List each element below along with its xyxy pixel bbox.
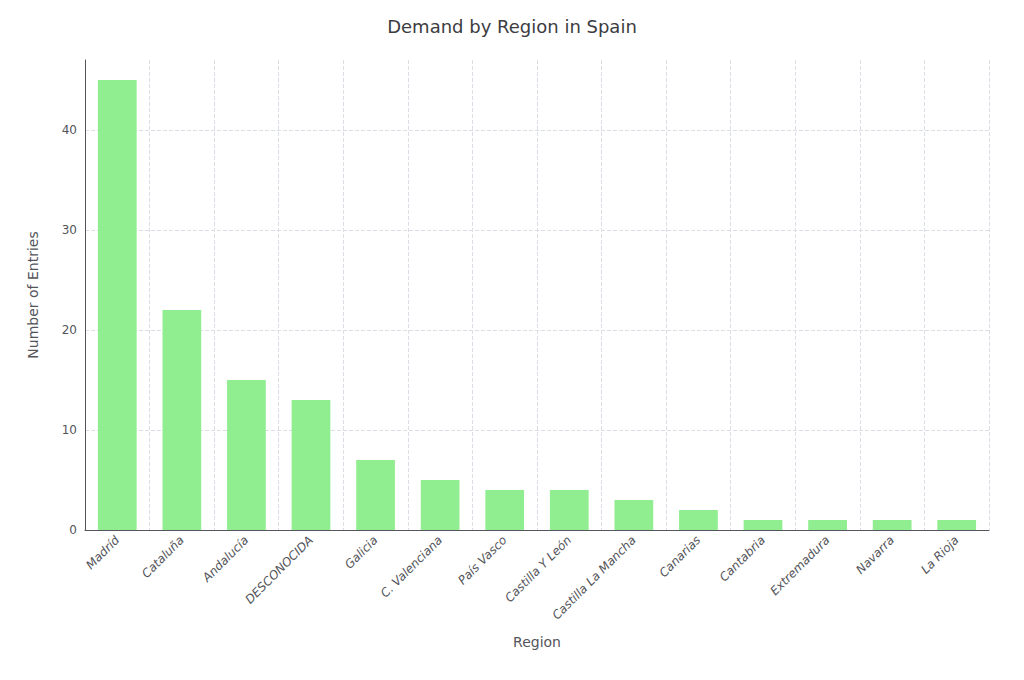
svg-text:Extremadura: Extremadura [767,533,832,598]
svg-text:País Vasco: País Vasco [455,533,509,587]
svg-text:Demand by Region in Spain: Demand by Region in Spain [387,16,637,37]
svg-text:Navarra: Navarra [853,533,897,577]
svg-text:Region: Region [513,634,561,650]
svg-text:0: 0 [69,523,77,537]
svg-text:La Rioja: La Rioja [918,533,961,576]
svg-text:C. Valenciana: C. Valenciana [378,533,445,600]
svg-text:Castilla Y León: Castilla Y León [502,533,574,605]
svg-text:Cantabria: Cantabria [717,533,768,584]
svg-text:20: 20 [62,323,77,337]
svg-text:Cataluña: Cataluña [139,533,187,581]
svg-text:Andalucía: Andalucía [199,533,251,585]
svg-text:Number of Entries: Number of Entries [25,231,41,358]
svg-text:Canarias: Canarias [656,533,703,580]
svg-text:10: 10 [62,423,77,437]
svg-text:Madríd: Madríd [83,533,122,572]
svg-text:DESCONOCIDA: DESCONOCIDA [242,533,315,606]
svg-text:40: 40 [62,123,77,137]
svg-text:30: 30 [62,223,77,237]
svg-text:Galicia: Galicia [342,533,381,572]
svg-text:Castilla La Mancha: Castilla La Mancha [549,533,638,622]
